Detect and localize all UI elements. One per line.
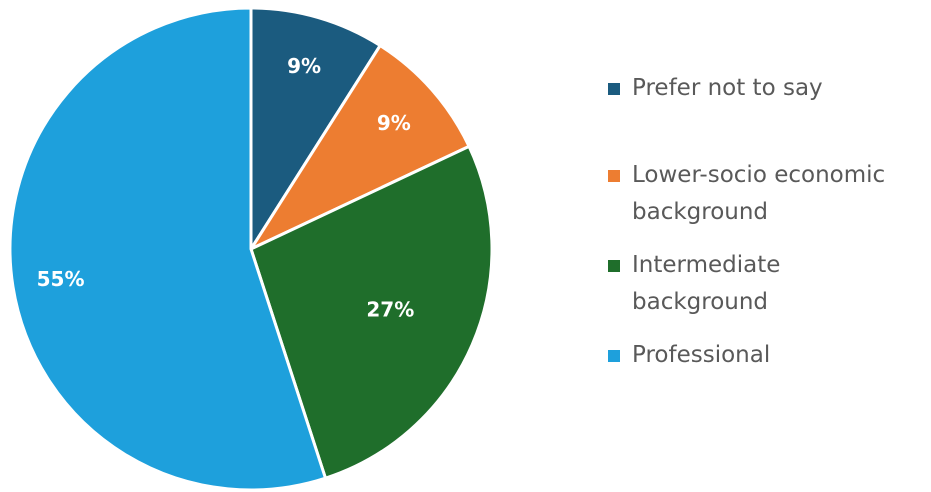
data-label-intermediate: 27% bbox=[366, 297, 414, 321]
data-label-professional: 55% bbox=[37, 267, 85, 291]
legend-label-prefer-not-to-say: Prefer not to say bbox=[632, 75, 823, 101]
legend-swatch-professional bbox=[608, 350, 620, 362]
legend-item-prefer-not-to-say: Prefer not to say bbox=[608, 70, 928, 107]
pie-slice-prefer-not-to-say bbox=[249, 6, 383, 255]
legend-swatch-prefer-not-to-say bbox=[608, 83, 620, 95]
legend-swatch-intermediate bbox=[608, 260, 620, 272]
legend-label-intermediate: Intermediate background bbox=[632, 252, 781, 315]
legend-label-professional: Professional bbox=[632, 342, 771, 368]
pie-slice-lower-socio-economic bbox=[246, 43, 472, 253]
pie-slice-professional bbox=[8, 6, 328, 492]
legend-item-intermediate: Intermediate background bbox=[608, 247, 928, 321]
legend-label-lower-socio-economic: Lower-socio economic background bbox=[632, 162, 886, 225]
legend-item-professional: Professional bbox=[608, 337, 928, 374]
pie-slice-intermediate bbox=[249, 144, 494, 481]
legend: Prefer not to say Lower-socio economic b… bbox=[608, 70, 928, 374]
legend-item-lower-socio-economic: Lower-socio economic background bbox=[608, 157, 928, 231]
data-label-lower-socio-economic: 9% bbox=[377, 111, 411, 135]
pie-chart: 9% 9% 27% 55% bbox=[8, 6, 494, 492]
data-label-prefer-not-to-say: 9% bbox=[287, 54, 321, 78]
legend-swatch-lower-socio-economic bbox=[608, 170, 620, 182]
